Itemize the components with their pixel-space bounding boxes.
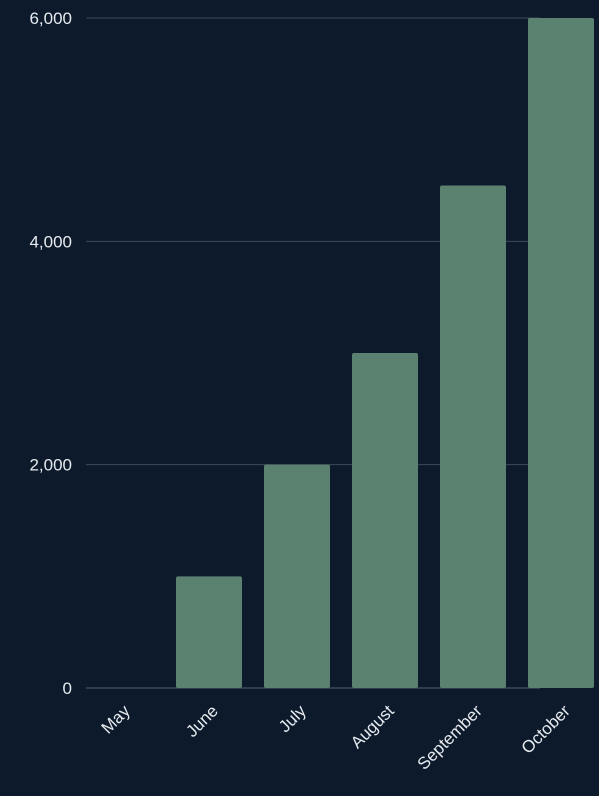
y-tick-label: 4,000: [29, 232, 72, 251]
x-tick-label: May: [98, 701, 134, 737]
bar-layer: [176, 18, 594, 688]
y-tick-label: 2,000: [29, 456, 72, 475]
x-tick-label: August: [347, 701, 398, 752]
y-axis: 0 2,000 4,000 6,000: [29, 9, 72, 698]
x-tick-label: June: [182, 701, 222, 741]
bar-june: [176, 576, 242, 688]
bar-august: [352, 353, 418, 688]
x-tick-label: September: [414, 701, 486, 773]
x-tick-label: October: [518, 701, 574, 757]
bar-july: [264, 464, 330, 688]
bar-september: [440, 185, 506, 688]
y-tick-label: 6,000: [29, 9, 72, 28]
x-tick-label: July: [275, 701, 310, 736]
y-tick-label: 0: [63, 679, 72, 698]
bar-october: [528, 18, 594, 688]
x-axis: May June July August September October: [98, 701, 574, 774]
